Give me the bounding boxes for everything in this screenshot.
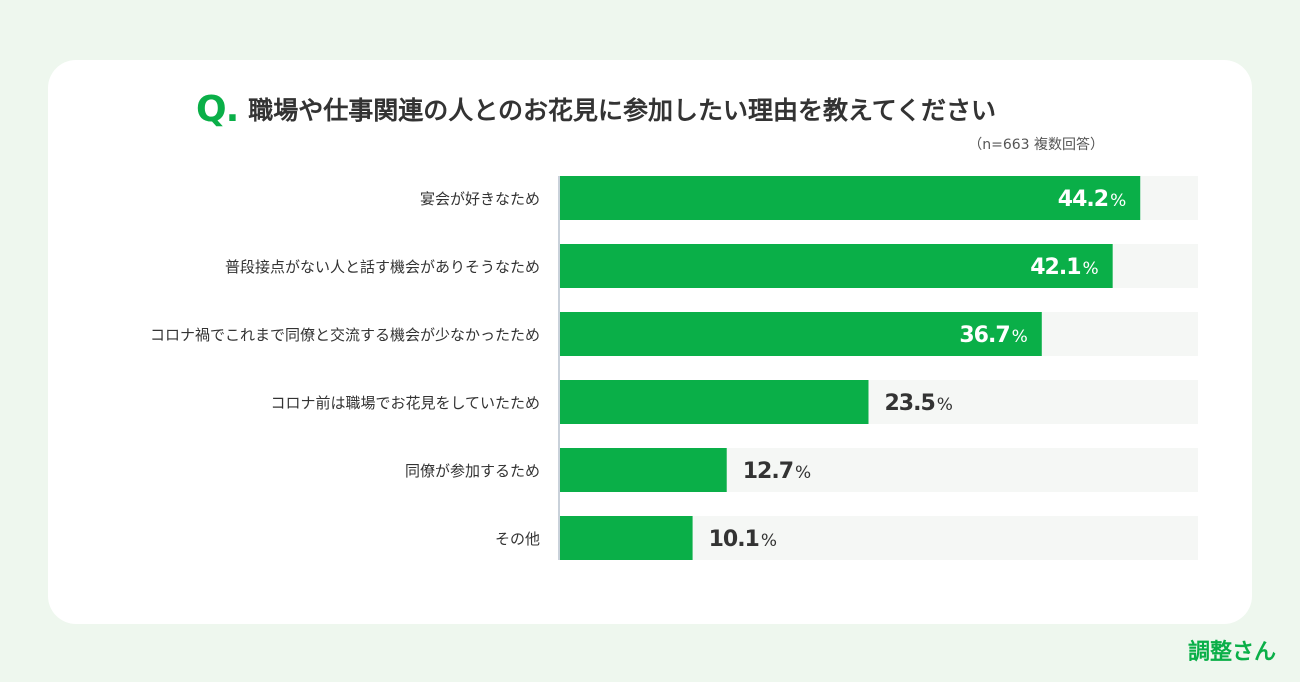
bar xyxy=(560,516,693,560)
bar xyxy=(560,448,727,492)
category-label: 宴会が好きなため xyxy=(420,190,540,208)
category-label: 同僚が参加するため xyxy=(405,462,540,480)
q-mark: Q. xyxy=(196,89,239,130)
value-label: 23.5% xyxy=(884,391,952,416)
value-label: 36.7% xyxy=(959,323,1027,348)
sample-note: （n=663 複数回答） xyxy=(968,137,1104,153)
value-label: 42.1% xyxy=(1030,255,1098,280)
bar xyxy=(560,176,1141,220)
value-label: 10.1% xyxy=(709,527,777,552)
category-label: コロナ禍でこれまで同僚と交流する機会が少なかったため xyxy=(150,326,540,344)
value-label: 44.2% xyxy=(1058,187,1126,212)
question-title: Q. 職場や仕事関連の人とのお花見に参加したい理由を教えてください xyxy=(196,92,996,128)
bar xyxy=(560,380,869,424)
category-label: 普段接点がない人と話す機会がありそうなため xyxy=(225,258,540,276)
question-text: 職場や仕事関連の人とのお花見に参加したい理由を教えてください xyxy=(248,95,997,125)
value-label: 12.7% xyxy=(743,459,811,484)
brand-logo: 調整さん xyxy=(1187,640,1276,665)
bar xyxy=(560,312,1042,356)
category-label: コロナ前は職場でお花見をしていたため xyxy=(270,394,540,412)
bar xyxy=(560,244,1113,288)
category-label: その他 xyxy=(495,530,540,548)
